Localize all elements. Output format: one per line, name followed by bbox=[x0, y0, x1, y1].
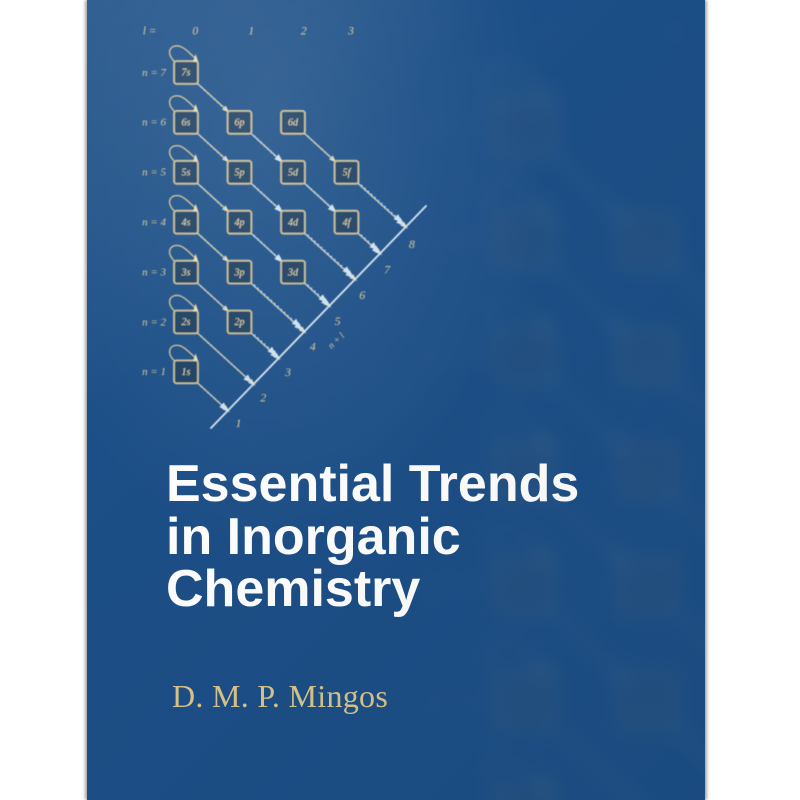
svg-text:6s: 6s bbox=[182, 118, 191, 129]
svg-text:n = 7: n = 7 bbox=[142, 67, 166, 79]
svg-text:5d: 5d bbox=[288, 168, 299, 179]
svg-text:1s: 1s bbox=[182, 367, 191, 378]
svg-text:2p: 2p bbox=[235, 317, 245, 328]
svg-text:6: 6 bbox=[359, 288, 365, 302]
svg-text:4: 4 bbox=[310, 339, 316, 353]
svg-text:2p: 2p bbox=[636, 688, 659, 713]
svg-text:4p: 4p bbox=[235, 217, 245, 228]
svg-text:0: 0 bbox=[539, 15, 552, 45]
svg-text:n = 5: n = 5 bbox=[142, 167, 166, 179]
svg-text:7s: 7s bbox=[182, 68, 191, 79]
svg-text:1: 1 bbox=[668, 15, 681, 45]
svg-text:5f: 5f bbox=[343, 168, 352, 179]
svg-text:n = 7: n = 7 bbox=[424, 112, 480, 140]
svg-text:6s: 6s bbox=[514, 229, 535, 254]
svg-text:n = 2: n = 2 bbox=[424, 686, 479, 714]
svg-text:1: 1 bbox=[236, 416, 242, 430]
svg-text:n = 3: n = 3 bbox=[142, 266, 166, 278]
svg-text:3p: 3p bbox=[234, 267, 245, 278]
svg-text:6p: 6p bbox=[235, 118, 245, 129]
svg-text:5s: 5s bbox=[182, 168, 191, 179]
svg-text:n = 1: n = 1 bbox=[142, 366, 166, 378]
svg-text:3d: 3d bbox=[287, 267, 299, 278]
svg-text:0: 0 bbox=[192, 26, 198, 38]
svg-text:3s: 3s bbox=[181, 267, 191, 278]
svg-text:n = 4: n = 4 bbox=[142, 217, 166, 229]
svg-text:2s: 2s bbox=[514, 688, 535, 713]
svg-text:7: 7 bbox=[384, 263, 391, 277]
svg-text:6d: 6d bbox=[288, 118, 299, 129]
svg-text:n + l: n + l bbox=[327, 331, 348, 351]
svg-text:5s: 5s bbox=[514, 344, 535, 369]
svg-text:2: 2 bbox=[260, 391, 266, 405]
svg-text:n = 6: n = 6 bbox=[142, 117, 166, 129]
svg-text:5p: 5p bbox=[636, 344, 659, 369]
svg-text:2: 2 bbox=[301, 26, 307, 38]
svg-text:4s: 4s bbox=[182, 217, 191, 228]
svg-text:5: 5 bbox=[335, 314, 341, 328]
svg-text:7s: 7s bbox=[514, 114, 535, 139]
svg-text:n = 2: n = 2 bbox=[142, 316, 166, 328]
svg-text:4d: 4d bbox=[288, 217, 299, 228]
svg-text:1: 1 bbox=[248, 26, 254, 38]
svg-text:8: 8 bbox=[409, 237, 415, 251]
svg-text:3: 3 bbox=[347, 26, 354, 38]
svg-text:5p: 5p bbox=[235, 168, 245, 179]
svg-text:n = 6: n = 6 bbox=[424, 227, 479, 255]
svg-text:2s: 2s bbox=[182, 317, 191, 328]
svg-text:6p: 6p bbox=[636, 229, 659, 254]
svg-text:l =: l = bbox=[425, 15, 457, 45]
svg-text:4f: 4f bbox=[343, 217, 352, 228]
svg-text:3: 3 bbox=[284, 365, 291, 379]
svg-text:l =: l = bbox=[143, 26, 157, 38]
svg-text:n = 5: n = 5 bbox=[424, 342, 479, 370]
